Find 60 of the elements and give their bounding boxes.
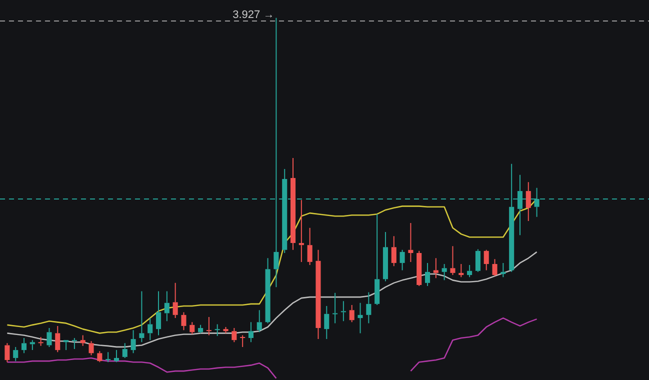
candlestick: [55, 325, 60, 353]
candlestick: [366, 292, 372, 324]
candlestick: [526, 182, 531, 222]
candlestick: [122, 342, 128, 358]
candlestick: [433, 258, 438, 279]
candlestick: [316, 249, 321, 340]
candlestick: [106, 352, 111, 363]
candlestick: [408, 222, 414, 262]
candlestick: [324, 305, 330, 340]
candlestick: [97, 350, 102, 363]
candlestick: [298, 199, 304, 262]
candlestick: [307, 227, 312, 266]
candlestick: [38, 336, 44, 346]
candlestick: [416, 250, 422, 287]
candlestick: [450, 246, 456, 276]
candlestick: [206, 316, 212, 336]
candlestick: [72, 338, 77, 350]
candlestick: [332, 292, 338, 324]
candlestick: [442, 264, 447, 281]
candlestick: [400, 249, 405, 271]
candlestick: [164, 290, 170, 322]
candlestick: [130, 330, 136, 354]
candlestick: [374, 214, 380, 306]
candlestick: [21, 338, 27, 354]
candlestick: [223, 326, 228, 334]
candlestick: [30, 340, 35, 351]
candlestick: [500, 262, 506, 278]
candlestick: [358, 302, 363, 334]
candlestick: [265, 258, 270, 324]
candlestick: [46, 328, 52, 348]
candlestick: [256, 310, 262, 333]
candlestick: [64, 340, 69, 351]
candlestick: [114, 350, 120, 363]
candlestick: [181, 312, 186, 331]
candlestick: [88, 340, 94, 356]
candlestick: [467, 264, 472, 278]
candlestick: [248, 322, 254, 343]
candlestick: [382, 231, 388, 282]
candlestick: [340, 300, 346, 322]
candlestick: [475, 248, 480, 272]
candlestick: [139, 290, 144, 343]
candlestick: [13, 346, 18, 362]
candlestick: [492, 258, 498, 277]
candlestick: [198, 324, 204, 334]
candlestick: [458, 264, 464, 278]
candlestick: [214, 324, 220, 336]
candlestick: [80, 334, 86, 346]
candlestick: [232, 328, 237, 343]
candlestick: [190, 322, 195, 335]
candlestick: [240, 334, 246, 348]
candlestick: [172, 282, 178, 319]
candlestick: [156, 290, 162, 336]
candlestick: [349, 304, 354, 323]
candlestick: [484, 249, 489, 271]
annotation: 3.927 →: [232, 8, 274, 21]
candlestick: [4, 342, 10, 363]
candlestick: [391, 236, 396, 267]
candlestick: [148, 318, 153, 341]
candlestick: [424, 262, 430, 287]
candlestick: [290, 157, 296, 250]
